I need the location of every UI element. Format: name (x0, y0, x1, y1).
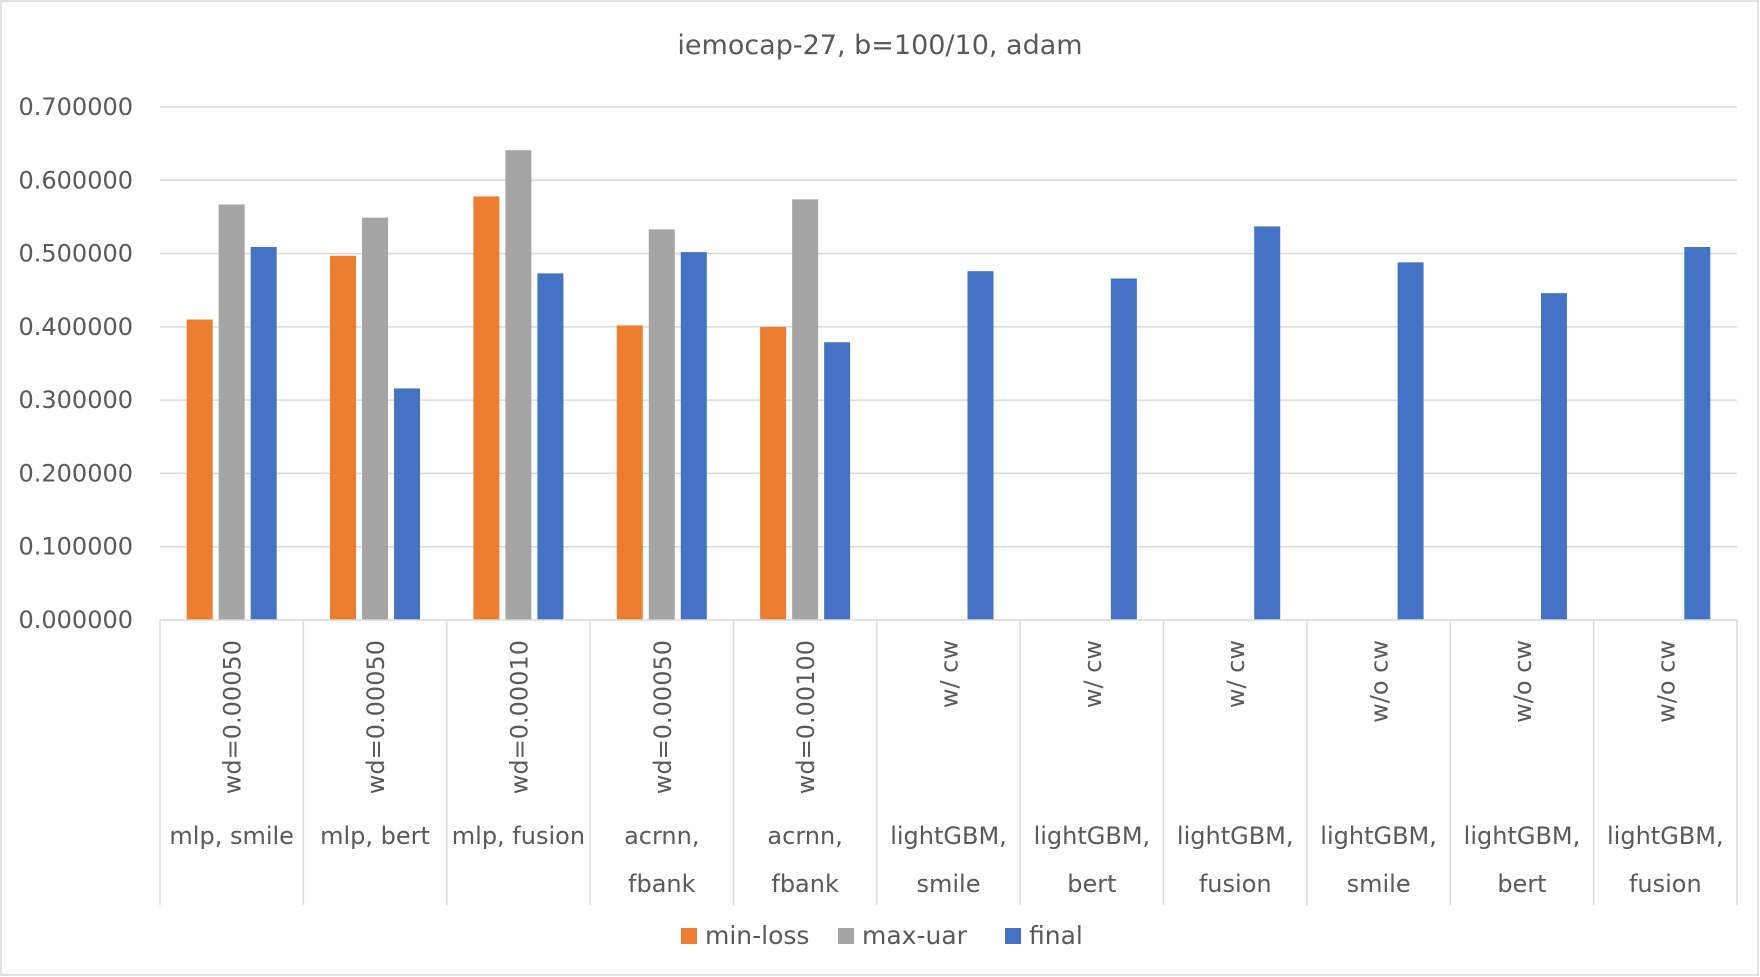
category-sub-label: w/o cw (1509, 640, 1537, 723)
y-tick-label: 0.700000 (18, 93, 133, 121)
legend-swatch-max-uar (838, 928, 854, 944)
category-group-label: bert (1067, 870, 1116, 898)
y-tick-label: 0.500000 (18, 240, 133, 268)
bar-final (1540, 293, 1567, 620)
bar-min-loss (330, 255, 357, 620)
chart-title: iemocap-27, b=100/10, adam (677, 30, 1082, 61)
bar-final (394, 388, 421, 620)
category-group-label: mlp, smile (169, 822, 294, 850)
legend-swatch-final (1005, 928, 1021, 944)
category-group-label: acrnn, (767, 822, 842, 850)
bar-max-uar (505, 150, 532, 620)
y-tick-label: 0.300000 (18, 386, 133, 414)
y-axis-tick-labels: 0.000000 0.100000 0.200000 0.300000 0.400000… (18, 93, 133, 634)
category-sub-label: w/o cw (1652, 640, 1680, 723)
bar-final (967, 271, 994, 620)
category-sub-label: w/ cw (936, 640, 964, 708)
bars (186, 150, 1711, 620)
category-group-label: lightGBM, (1320, 822, 1437, 850)
y-tick-label: 0.000000 (18, 606, 133, 634)
y-tick-label: 0.400000 (18, 313, 133, 341)
category-group-label: lightGBM, (890, 822, 1007, 850)
category-group-label: smile (1347, 870, 1411, 898)
bar-max-uar (648, 229, 675, 620)
category-group-label: lightGBM, (1034, 822, 1151, 850)
category-sub-label: wd=0.00010 (505, 640, 533, 794)
gridlines (160, 106, 1737, 548)
category-group-label: fusion (1199, 870, 1272, 898)
legend-label-final: final (1029, 921, 1083, 950)
legend-label-min-loss: min-loss (705, 921, 809, 950)
bar-final (824, 342, 851, 620)
bar-final (1110, 278, 1137, 620)
category-sub-label: w/o cw (1366, 640, 1394, 723)
category-sub-label: wd=0.00100 (792, 640, 820, 794)
x-axis-category-labels: wd=0.00050 mlp, smile wd=0.00050 mlp, bert w… (169, 640, 1723, 898)
category-group-label: lightGBM, (1607, 822, 1724, 850)
bar-min-loss (760, 326, 787, 620)
category-group-label: smile (917, 870, 981, 898)
category-sub-label: wd=0.00050 (219, 640, 247, 794)
category-group-label: acrnn, (624, 822, 699, 850)
bar-final (680, 252, 707, 620)
category-sub-label: w/ cw (1222, 640, 1250, 708)
bar-min-loss (616, 325, 643, 620)
bar-max-uar (792, 199, 819, 620)
bar-min-loss (473, 196, 500, 620)
category-sub-label: wd=0.00050 (362, 640, 390, 794)
bar-max-uar (218, 204, 245, 620)
legend: min-loss max-uar final (681, 921, 1083, 950)
category-sub-label: w/ cw (1079, 640, 1107, 708)
bar-final (250, 246, 277, 620)
category-group-label: lightGBM, (1464, 822, 1581, 850)
bar-min-loss (186, 319, 213, 620)
category-group-label: fusion (1629, 870, 1702, 898)
category-group-label: fbank (771, 870, 839, 898)
legend-label-max-uar: max-uar (862, 921, 968, 950)
bar-final (1397, 262, 1424, 620)
bar-final (1254, 226, 1281, 620)
category-group-label: mlp, fusion (452, 822, 585, 850)
bar-final (1684, 246, 1711, 620)
bar-max-uar (362, 217, 389, 620)
category-group-label: mlp, bert (320, 822, 430, 850)
category-group-label: bert (1497, 870, 1546, 898)
y-tick-label: 0.100000 (18, 533, 133, 561)
legend-swatch-min-loss (681, 928, 697, 944)
category-sub-label: wd=0.00050 (649, 640, 677, 794)
category-group-label: lightGBM, (1177, 822, 1294, 850)
y-tick-label: 0.600000 (18, 166, 133, 194)
x-axis (159, 619, 1738, 905)
bar-final (537, 273, 564, 620)
category-group-label: fbank (628, 870, 696, 898)
y-tick-label: 0.200000 (18, 459, 133, 487)
